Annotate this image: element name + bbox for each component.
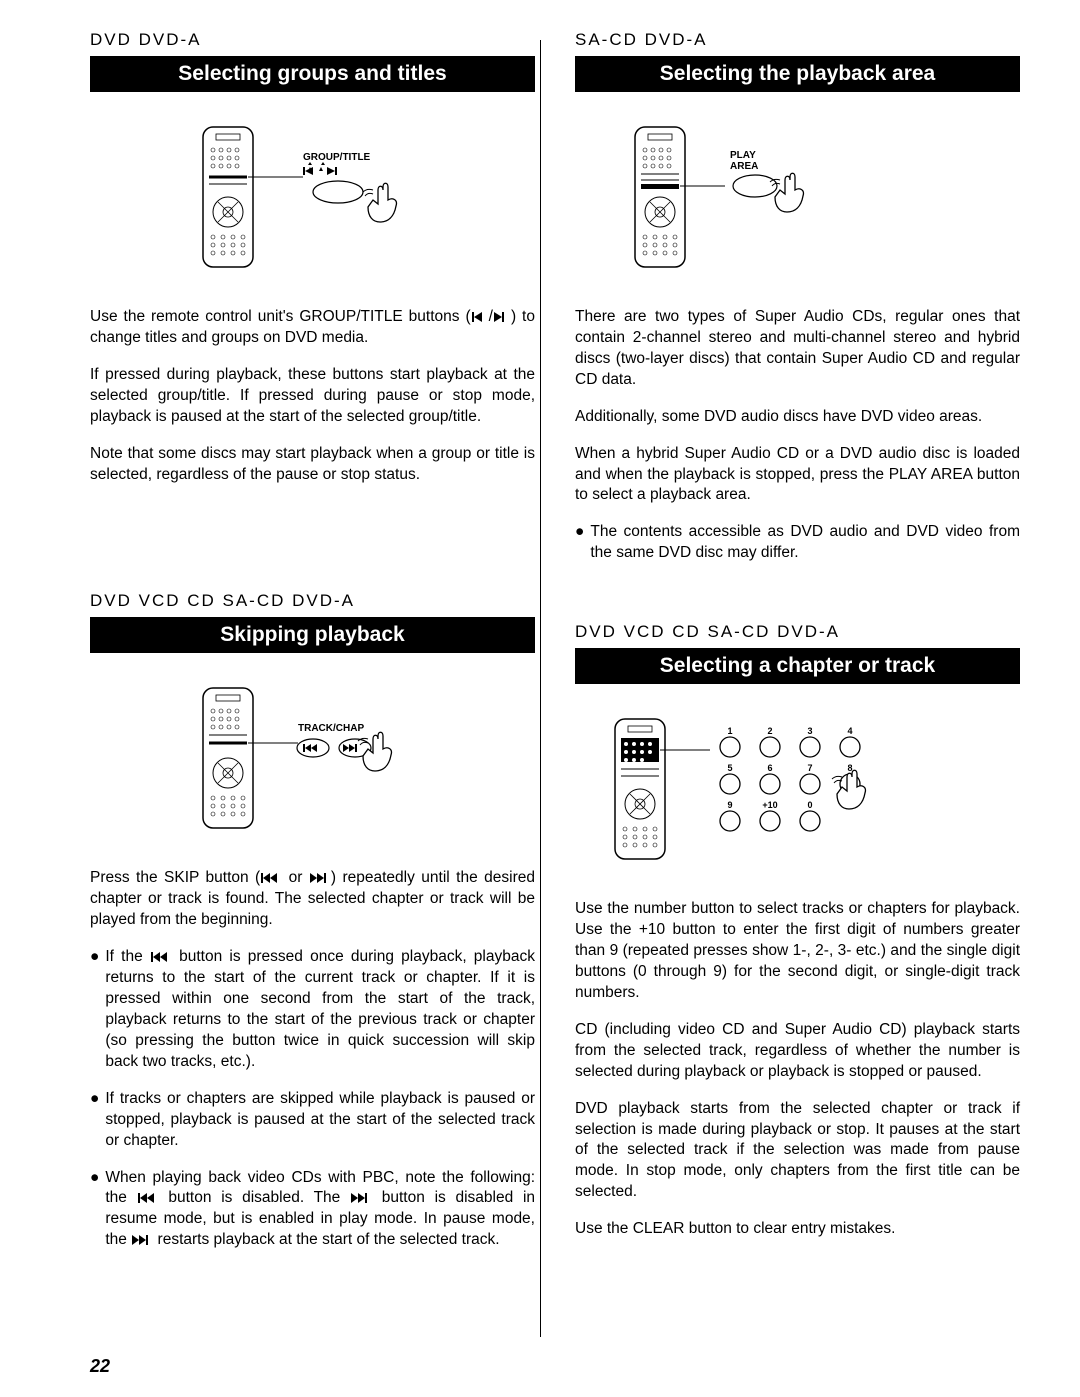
bullet-item: ● The contents accessible as DVD audio a… (575, 522, 1020, 564)
left-column: DVD DVD-A Selecting groups and titles (90, 30, 535, 1377)
next-track-icon (494, 312, 510, 322)
bullet-dot: ● (90, 947, 99, 1073)
bullet-dot: ● (90, 1089, 99, 1152)
media-label: DVD DVD-A (90, 30, 535, 50)
svg-text:9: 9 (727, 800, 732, 810)
paragraph: If pressed during playback, these button… (90, 365, 535, 428)
svg-text:TRACK/CHAP: TRACK/CHAP (298, 723, 364, 734)
svg-text:1: 1 (727, 726, 732, 736)
svg-text:8: 8 (847, 763, 852, 773)
media-label: DVD VCD CD SA-CD DVD-A (90, 591, 535, 611)
section-header: Selecting the playback area (575, 56, 1020, 92)
page-columns: DVD DVD-A Selecting groups and titles (90, 30, 1020, 1377)
text: Press the SKIP button ( (90, 869, 260, 886)
skip-back-icon (261, 873, 281, 883)
skip-fwd-icon (132, 1235, 152, 1245)
remote-illustration: TRACK/CHAP (90, 683, 535, 838)
svg-text:3: 3 (807, 726, 812, 736)
text: The contents accessible as DVD audio and… (590, 522, 1020, 564)
svg-text:GROUP/TITLE: GROUP/TITLE (303, 152, 371, 163)
svg-text:+10: +10 (762, 800, 777, 810)
paragraph: DVD playback starts from the selected ch… (575, 1099, 1020, 1204)
column-divider (540, 40, 541, 1337)
text: Use the remote control unit's GROUP/TITL… (90, 308, 471, 325)
svg-text:AREA: AREA (730, 161, 758, 172)
remote-illustration: PLAY AREA (575, 122, 1020, 277)
media-label: SA-CD DVD-A (575, 30, 1020, 50)
bullet-item: ● When playing back video CDs with PBC, … (90, 1168, 535, 1252)
svg-text:0: 0 (807, 800, 812, 810)
bullet-dot: ● (575, 522, 584, 564)
svg-text:4: 4 (847, 726, 852, 736)
paragraph: Use the CLEAR button to clear entry mist… (575, 1219, 1020, 1240)
paragraph: Note that some discs may start playback … (90, 444, 535, 486)
text: button is disabled. The (159, 1189, 350, 1206)
section-header: Skipping playback (90, 617, 535, 653)
prev-track-icon (472, 312, 488, 322)
section-header: Selecting a chapter or track (575, 648, 1020, 684)
paragraph: There are two types of Super Audio CDs, … (575, 307, 1020, 391)
page-number: 22 (90, 1356, 110, 1377)
svg-text:PLAY: PLAY (730, 150, 756, 161)
bullet-item: ● If the button is pressed once during p… (90, 947, 535, 1073)
paragraph: CD (including video CD and Super Audio C… (575, 1020, 1020, 1083)
text: If the (105, 948, 150, 965)
right-column: SA-CD DVD-A Selecting the playback area (575, 30, 1020, 1377)
text: If tracks or chapters are skipped while … (105, 1089, 535, 1152)
text: restarts playback at the start of the se… (153, 1231, 499, 1248)
skip-back-icon (151, 952, 171, 962)
skip-fwd-icon (351, 1193, 371, 1203)
paragraph: Use the number button to select tracks o… (575, 899, 1020, 1004)
skip-fwd-icon (310, 873, 330, 883)
paragraph: Press the SKIP button ( or ) repeatedly … (90, 868, 535, 931)
remote-illustration: 1 2 3 4 5 6 7 8 9 +10 0 (575, 714, 1020, 869)
svg-text:5: 5 (727, 763, 732, 773)
svg-text:2: 2 (767, 726, 772, 736)
media-label: DVD VCD CD SA-CD DVD-A (575, 622, 1020, 642)
paragraph: Additionally, some DVD audio discs have … (575, 407, 1020, 428)
bullet-item: ● If tracks or chapters are skipped whil… (90, 1089, 535, 1152)
svg-text:7: 7 (807, 763, 812, 773)
skip-back-icon (138, 1193, 158, 1203)
paragraph: When a hybrid Super Audio CD or a DVD au… (575, 444, 1020, 507)
remote-illustration: GROUP/TITLE (90, 122, 535, 277)
text: button is pressed once during playback, … (105, 948, 535, 1070)
text: or (282, 869, 309, 886)
paragraph: Use the remote control unit's GROUP/TITL… (90, 307, 535, 349)
svg-text:6: 6 (767, 763, 772, 773)
bullet-dot: ● (90, 1168, 99, 1252)
section-header: Selecting groups and titles (90, 56, 535, 92)
